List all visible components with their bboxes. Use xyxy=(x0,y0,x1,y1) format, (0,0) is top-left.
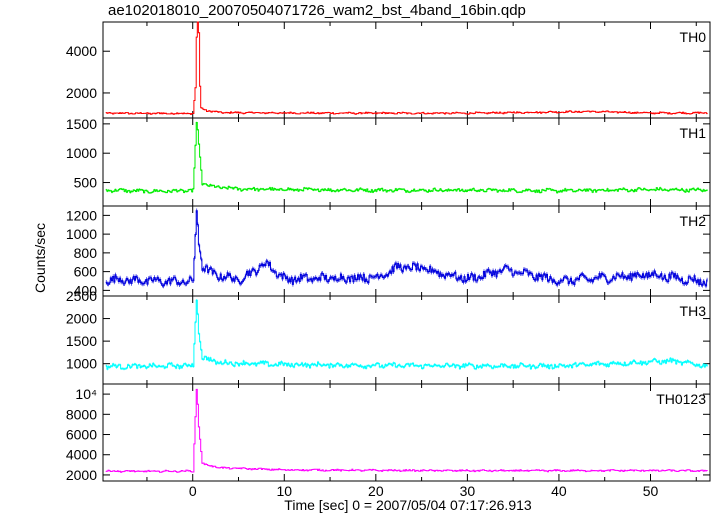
y-tick-label-th3: 2500 xyxy=(66,288,97,304)
y-tick-label-th1: 1000 xyxy=(66,145,97,161)
y-tick-label-th0123: 4000 xyxy=(66,447,97,463)
y-tick-label-th1: 1500 xyxy=(66,116,97,132)
series-line-th0 xyxy=(105,21,708,115)
x-tick-label: 0 xyxy=(189,483,197,499)
x-tick-label: 40 xyxy=(551,483,567,499)
panel-label-th1: TH1 xyxy=(680,125,707,141)
y-tick-label-th0: 2000 xyxy=(66,85,97,101)
panel-label-th0: TH0 xyxy=(680,29,707,45)
y-tick-label-th2: 800 xyxy=(74,245,98,261)
x-tick-label: 20 xyxy=(368,483,384,499)
x-axis-label: Time [sec] 0 = 2007/05/04 07:17:26.913 xyxy=(284,497,532,513)
chart-title: ae102018010_20070504071726_wam2_bst_4ban… xyxy=(108,2,526,19)
y-tick-label-th2: 1200 xyxy=(66,207,97,223)
y-tick-label-th0123: 8000 xyxy=(66,406,97,422)
panel-label-th2: TH2 xyxy=(680,213,707,229)
y-tick-label-th2: 600 xyxy=(74,264,98,280)
y-tick-label-th0123: 10⁴ xyxy=(75,386,97,402)
y-tick-label-th2: 1000 xyxy=(66,226,97,242)
panel-frame-th2 xyxy=(102,205,711,297)
y-tick-label-th3: 1000 xyxy=(66,356,97,372)
y-tick-label-th3: 2000 xyxy=(66,311,97,327)
x-tick-label: 50 xyxy=(643,483,659,499)
panel-label-th0123: TH0123 xyxy=(656,391,706,407)
series-line-th0123 xyxy=(105,388,708,473)
series-line-th3 xyxy=(105,299,708,370)
y-tick-label-th0: 4000 xyxy=(66,43,97,59)
y-tick-label-th1: 500 xyxy=(74,175,98,191)
y-tick-label-th0123: 2000 xyxy=(66,467,97,483)
panel-frame-th3 xyxy=(102,295,711,385)
panel-frame-th0123 xyxy=(102,383,711,482)
x-tick-label: 30 xyxy=(460,483,476,499)
y-tick-label-th3: 1500 xyxy=(66,333,97,349)
series-line-th2 xyxy=(105,210,708,287)
y-tick-label-th2: 400 xyxy=(74,282,98,298)
series-line-th1 xyxy=(105,122,708,194)
x-tick-label: 10 xyxy=(276,483,292,499)
y-tick-label-th0123: 6000 xyxy=(66,427,97,443)
panel-label-th3: TH3 xyxy=(680,303,707,319)
